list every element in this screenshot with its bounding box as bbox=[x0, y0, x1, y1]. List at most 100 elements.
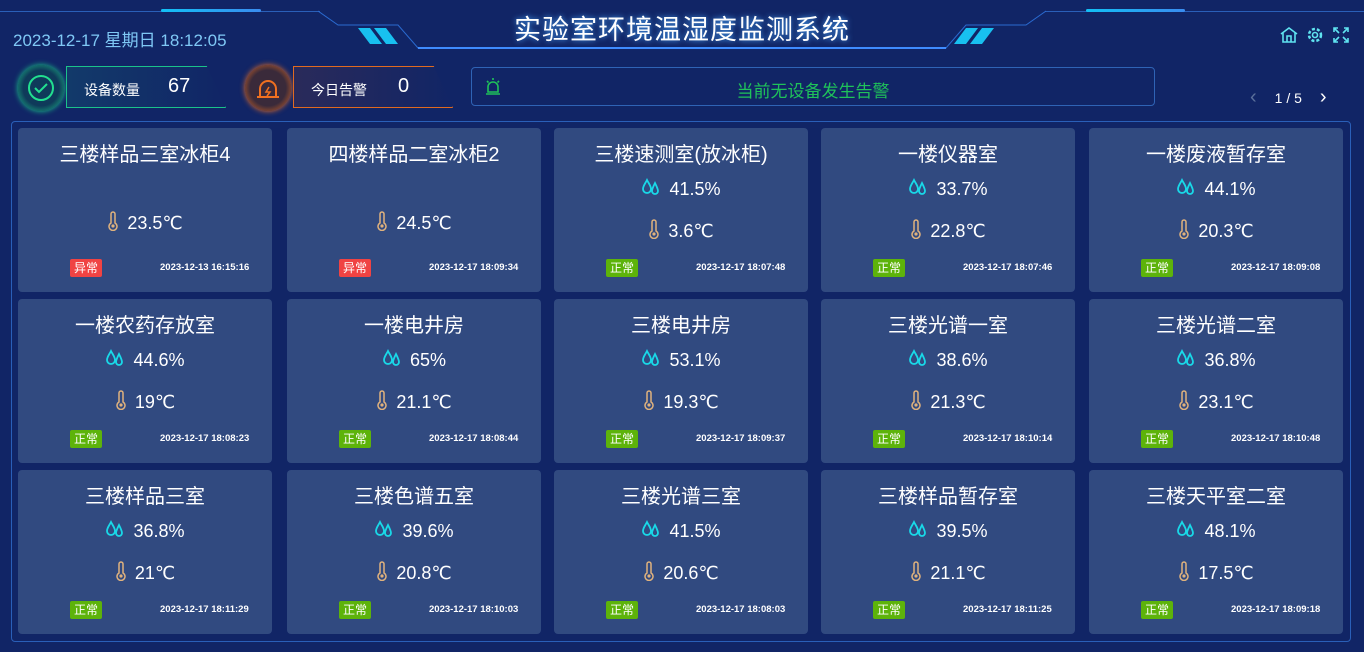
thermometer-icon bbox=[115, 561, 127, 586]
gear-icon[interactable] bbox=[1306, 26, 1324, 44]
device-card[interactable]: 三楼电井房 53.1% 19.3℃ 正常 2023-12-17 18:09:37 bbox=[554, 299, 808, 463]
temperature-value: 3.6℃ bbox=[668, 221, 714, 241]
update-time: 2023-12-17 18:09:18 bbox=[1231, 604, 1321, 615]
humidity-value: 48.1% bbox=[1204, 521, 1256, 541]
device-name: 三楼光谱一室 bbox=[888, 315, 1008, 337]
thermometer-icon bbox=[643, 561, 655, 586]
update-time: 2023-12-17 18:08:03 bbox=[696, 604, 786, 615]
device-card[interactable]: 一楼电井房 65% 21.1℃ 正常 2023-12-17 18:08:44 bbox=[287, 299, 541, 463]
thermometer-icon bbox=[376, 561, 388, 586]
device-name: 一楼电井房 bbox=[364, 315, 464, 337]
update-time: 2023-12-17 18:09:08 bbox=[1231, 262, 1321, 273]
device-name: 一楼废液暂存室 bbox=[1146, 144, 1286, 166]
page-indicator: 1 / 5 bbox=[1274, 89, 1302, 106]
update-time: 2023-12-17 18:09:37 bbox=[696, 433, 786, 444]
device-name: 三楼样品三室冰柜4 bbox=[59, 144, 231, 166]
status-badge: 正常 bbox=[1141, 259, 1174, 277]
device-card[interactable]: 三楼色谱五室 39.6% 20.8℃ 正常 2023-12-17 18:10:0… bbox=[287, 470, 541, 634]
device-card[interactable]: 一楼废液暂存室 44.1% 20.3℃ 正常 2023-12-17 18:09:… bbox=[1089, 128, 1343, 292]
device-card[interactable]: 三楼天平室二室 48.1% 17.5℃ 正常 2023-12-17 18:09:… bbox=[1089, 470, 1343, 634]
humidity-value: 33.7% bbox=[936, 179, 988, 199]
device-name: 三楼光谱二室 bbox=[1156, 315, 1276, 337]
status-badge: 正常 bbox=[339, 601, 372, 619]
alarm-light-icon bbox=[486, 78, 500, 95]
device-card[interactable]: 三楼光谱三室 41.5% 20.6℃ 正常 2023-12-17 18:08:0… bbox=[554, 470, 808, 634]
update-time: 2023-12-17 18:11:29 bbox=[160, 604, 249, 615]
device-card[interactable]: 三楼光谱二室 36.8% 23.1℃ 正常 2023-12-17 18:10:4… bbox=[1089, 299, 1343, 463]
device-count-label: 设备数量 bbox=[84, 82, 140, 98]
device-card[interactable]: 三楼样品暂存室 39.5% 21.1℃ 正常 2023-12-17 18:11:… bbox=[821, 470, 1075, 634]
page-title: 实验室环境温湿度监测系统 bbox=[514, 15, 850, 45]
temperature-value: 21.1℃ bbox=[930, 563, 986, 583]
thermometer-icon bbox=[376, 390, 388, 415]
fullscreen-icon[interactable] bbox=[1332, 26, 1350, 44]
status-badge: 异常 bbox=[70, 259, 103, 277]
prev-page-button[interactable]: ‹ bbox=[1250, 86, 1257, 108]
humidity-icon bbox=[641, 348, 661, 372]
temperature-value: 24.5℃ bbox=[396, 213, 452, 233]
device-name: 三楼样品暂存室 bbox=[878, 486, 1018, 508]
temperature-value: 20.3℃ bbox=[1198, 221, 1254, 241]
device-card[interactable]: 三楼样品三室冰柜4 23.5℃ 异常 2023-12-13 16:15:16 bbox=[18, 128, 272, 292]
siren-icon bbox=[245, 65, 291, 111]
header-glow bbox=[161, 9, 261, 12]
update-time: 2023-12-17 18:07:46 bbox=[963, 262, 1053, 273]
alarm-banner-text: 当前无设备发生告警 bbox=[736, 82, 890, 101]
humidity-icon bbox=[105, 519, 125, 543]
update-time: 2023-12-17 18:09:34 bbox=[429, 262, 519, 273]
pagination: ‹ 1 / 5 › bbox=[1250, 86, 1327, 109]
device-name: 四楼样品二室冰柜2 bbox=[328, 144, 500, 166]
humidity-icon bbox=[908, 177, 928, 201]
thermometer-icon bbox=[643, 390, 655, 415]
humidity-icon bbox=[105, 348, 125, 372]
device-card[interactable]: 三楼样品三室 36.8% 21℃ 正常 2023-12-17 18:11:29 bbox=[18, 470, 272, 634]
status-badge: 正常 bbox=[70, 601, 103, 619]
temperature-value: 21.3℃ bbox=[930, 392, 986, 412]
datetime: 2023-12-17 星期日 18:12:05 bbox=[13, 31, 227, 50]
device-name: 三楼样品三室 bbox=[85, 486, 205, 508]
alarm-today-label: 今日告警 bbox=[311, 82, 367, 98]
alarm-today-value: 0 bbox=[398, 75, 410, 97]
thermometer-icon bbox=[1178, 219, 1190, 244]
thermometer-icon bbox=[107, 211, 119, 236]
humidity-icon bbox=[908, 519, 928, 543]
device-count-value: 67 bbox=[168, 75, 191, 97]
next-page-button[interactable]: › bbox=[1319, 86, 1327, 108]
status-badge: 正常 bbox=[1141, 601, 1174, 619]
check-cycle-icon bbox=[18, 65, 64, 111]
temperature-value: 21℃ bbox=[134, 563, 176, 583]
temperature-value: 17.5℃ bbox=[1198, 563, 1254, 583]
humidity-icon bbox=[641, 177, 661, 201]
status-badge: 正常 bbox=[606, 430, 639, 448]
humidity-icon bbox=[382, 348, 402, 372]
device-card[interactable]: 三楼速测室(放冰柜) 41.5% 3.6℃ 正常 2023-12-17 18:0… bbox=[554, 128, 808, 292]
update-time: 2023-12-17 18:08:23 bbox=[160, 433, 250, 444]
temperature-value: 19℃ bbox=[134, 392, 176, 412]
status-badge: 正常 bbox=[339, 430, 372, 448]
device-card[interactable]: 一楼仪器室 33.7% 22.8℃ 正常 2023-12-17 18:07:46 bbox=[821, 128, 1075, 292]
header-glow bbox=[1086, 9, 1185, 12]
humidity-value: 53.1% bbox=[669, 350, 721, 370]
thermometer-icon bbox=[1178, 561, 1190, 586]
device-count-panel: 设备数量 67 bbox=[18, 63, 228, 111]
header-line bbox=[0, 11, 320, 12]
device-card[interactable]: 一楼农药存放室 44.6% 19℃ 正常 2023-12-17 18:08:23 bbox=[18, 299, 272, 463]
device-name: 三楼光谱三室 bbox=[621, 486, 741, 508]
update-time: 2023-12-17 18:10:03 bbox=[429, 604, 519, 615]
temperature-value: 20.6℃ bbox=[663, 563, 719, 583]
humidity-icon bbox=[374, 519, 394, 543]
status-badge: 正常 bbox=[873, 601, 906, 619]
humidity-icon bbox=[641, 519, 661, 543]
update-time: 2023-12-17 18:07:48 bbox=[696, 262, 786, 273]
device-card[interactable]: 三楼光谱一室 38.6% 21.3℃ 正常 2023-12-17 18:10:1… bbox=[821, 299, 1075, 463]
home-icon[interactable] bbox=[1280, 26, 1298, 44]
humidity-icon bbox=[908, 348, 928, 372]
device-card[interactable]: 四楼样品二室冰柜2 24.5℃ 异常 2023-12-17 18:09:34 bbox=[287, 128, 541, 292]
humidity-value: 44.6% bbox=[133, 350, 185, 370]
status-badge: 正常 bbox=[70, 430, 103, 448]
thermometer-icon bbox=[1178, 390, 1190, 415]
header-line bbox=[1045, 11, 1364, 12]
status-badge: 正常 bbox=[1141, 430, 1174, 448]
humidity-value: 39.5% bbox=[936, 521, 988, 541]
thermometer-icon bbox=[376, 211, 388, 236]
